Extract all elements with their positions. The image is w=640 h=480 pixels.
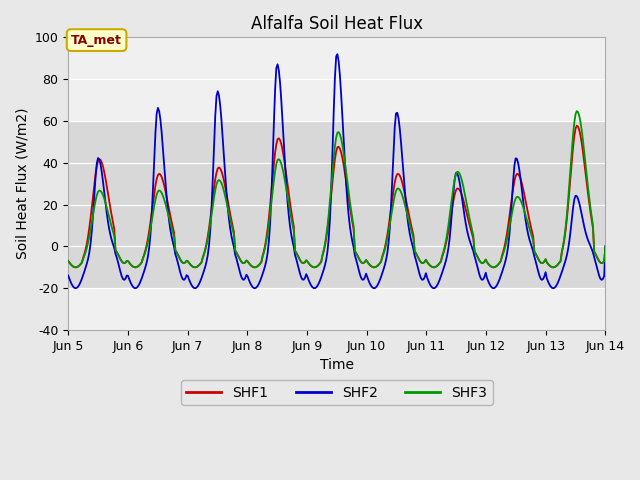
SHF3: [438, 253, 446, 259]
Text: TA_met: TA_met: [71, 34, 122, 47]
SHF1: [602, 243, 609, 249]
Y-axis label: Soil Heat Flux (W/m2): Soil Heat Flux (W/m2): [15, 108, 29, 260]
SHF1: [72, 264, 79, 270]
SHF1: [377, 259, 385, 264]
SHF2: [72, 285, 79, 291]
SHF2: [440, 266, 447, 272]
SHF3: [602, 243, 609, 249]
Title: Alfalfa Soil Heat Flux: Alfalfa Soil Heat Flux: [251, 15, 423, 33]
SHF3: [107, 220, 115, 226]
SHF3: [377, 259, 385, 264]
SHF2: [64, 273, 72, 278]
SHF3: [64, 258, 72, 264]
Bar: [68, 121, 605, 288]
SHF2: [602, 243, 609, 249]
SHF2: [492, 284, 500, 290]
SHF1: [479, 260, 487, 266]
SHF2: [333, 51, 341, 57]
SHF1: [558, 250, 566, 255]
SHF2: [559, 265, 567, 271]
SHF1: [107, 206, 115, 212]
SHF1: [491, 264, 499, 270]
SHF1: [64, 258, 72, 264]
SHF3: [491, 264, 499, 270]
SHF3: [479, 260, 487, 266]
Line: SHF1: SHF1: [68, 126, 605, 267]
SHF3: [72, 264, 79, 270]
SHF2: [378, 270, 386, 276]
SHF3: [558, 249, 566, 255]
Line: SHF3: SHF3: [68, 111, 605, 267]
SHF1: [438, 254, 446, 260]
SHF3: [573, 108, 580, 114]
SHF1: [573, 123, 580, 129]
SHF2: [107, 233, 115, 239]
SHF2: [481, 274, 488, 280]
X-axis label: Time: Time: [320, 359, 354, 372]
Legend: SHF1, SHF2, SHF3: SHF1, SHF2, SHF3: [181, 380, 493, 405]
Line: SHF2: SHF2: [68, 54, 605, 288]
